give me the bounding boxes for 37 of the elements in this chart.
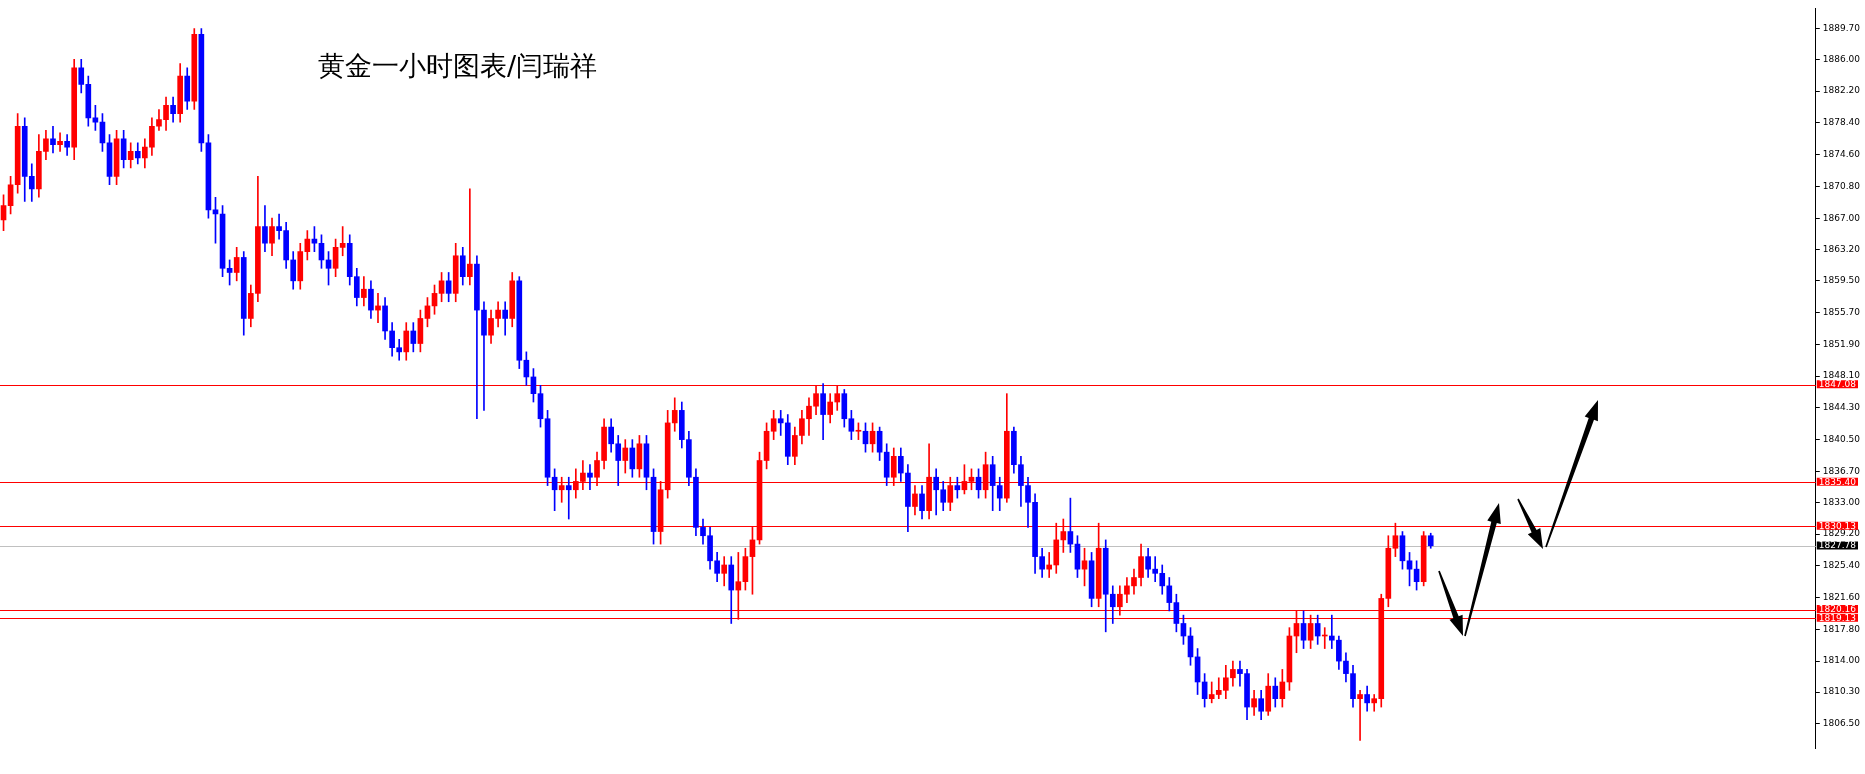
y-tick-label: 1851.90 <box>1822 338 1861 349</box>
y-tick-label: 1814.00 <box>1822 655 1861 666</box>
ref-line-label: 1847.08 <box>1818 378 1857 389</box>
y-tick-label: 1889.70 <box>1822 22 1861 33</box>
y-tick-label: 1848.10 <box>1822 370 1861 381</box>
y-tick-label: 1825.40 <box>1822 560 1861 571</box>
candlestick <box>777 410 784 436</box>
ref-line-label: 1827.78 <box>1818 540 1857 551</box>
y-tick-label: 1863.20 <box>1822 244 1861 255</box>
ref-line-label: 1820.16 <box>1818 603 1857 614</box>
y-tick-label: 1867.00 <box>1822 212 1861 223</box>
candlestick <box>1357 690 1363 741</box>
candlestick <box>565 476 572 520</box>
y-tick-label: 1886.00 <box>1822 53 1861 64</box>
ref-line-label: 1819.13 <box>1818 612 1856 623</box>
y-tick-label: 1844.30 <box>1822 402 1861 413</box>
y-tick-label: 1870.80 <box>1822 180 1861 191</box>
candlestick <box>587 464 593 491</box>
y-tick-label: 1806.50 <box>1822 718 1861 729</box>
text: 黄金一小时图表/闫瑞祥 <box>318 49 598 83</box>
y-tick-label: 1817.80 <box>1822 623 1861 634</box>
y-tick-label: 1829.20 <box>1822 528 1861 539</box>
ref-line-label: 1830.13 <box>1818 520 1856 531</box>
y-tick-label: 1882.20 <box>1822 85 1861 96</box>
candlestick <box>57 132 63 152</box>
y-tick-label: 1859.50 <box>1822 275 1861 286</box>
y-tick-label: 1855.70 <box>1822 306 1861 317</box>
y-tick-label: 1874.60 <box>1822 148 1861 159</box>
ref-line-label: 1835.40 <box>1818 476 1857 487</box>
y-tick-label: 1840.50 <box>1822 433 1861 444</box>
candlestick <box>467 188 473 286</box>
y-tick-label: 1836.70 <box>1822 465 1861 476</box>
y-tick-label: 1821.60 <box>1822 591 1861 602</box>
y-tick-label: 1878.40 <box>1822 117 1861 128</box>
candlestick <box>481 301 487 411</box>
y-tick-label: 1810.30 <box>1822 686 1861 697</box>
y-tick-label: 1833.00 <box>1822 496 1861 507</box>
